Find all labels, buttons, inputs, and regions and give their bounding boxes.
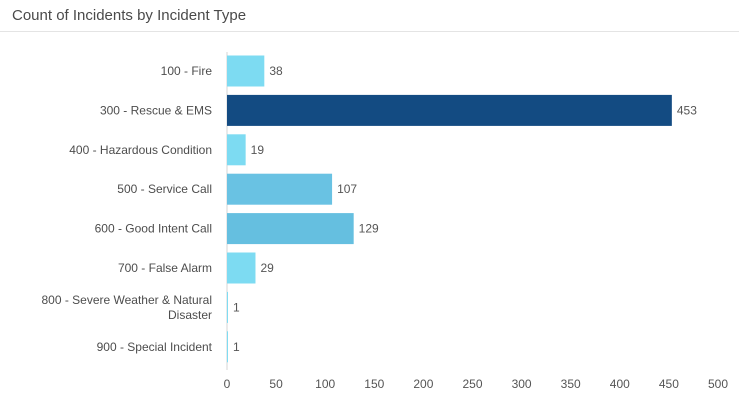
category-label: 300 - Rescue & EMS: [100, 103, 212, 117]
bar: [227, 173, 333, 205]
data-label: 1: [233, 340, 240, 354]
chart-title: Count of Incidents by Incident Type: [12, 7, 247, 24]
x-tick-label: 250: [462, 377, 482, 391]
x-tick-label: 100: [315, 377, 335, 391]
category-label: 400 - Hazardous Condition: [69, 143, 212, 157]
x-tick-label: 450: [659, 377, 679, 391]
title-divider: [0, 31, 739, 32]
data-label: 29: [260, 261, 274, 275]
x-tick-label: 300: [512, 377, 532, 391]
data-label: 453: [677, 103, 697, 117]
data-label: 129: [359, 222, 379, 236]
x-tick-label: 400: [610, 377, 630, 391]
bar: [227, 94, 672, 126]
category-label: 500 - Service Call: [117, 182, 212, 196]
category-label: 900 - Special Incident: [97, 340, 213, 354]
category-label: 700 - False Alarm: [118, 261, 212, 275]
bar: [227, 331, 228, 363]
category-label: 800 - Severe Weather & Natural Disaster: [41, 293, 212, 322]
bar: [227, 213, 354, 245]
x-tick-label: 200: [413, 377, 433, 391]
x-tick-label: 0: [224, 377, 231, 391]
data-label: 19: [251, 143, 265, 157]
bar: [227, 55, 265, 87]
data-label: 1: [233, 300, 240, 314]
category-label: 100 - Fire: [161, 64, 213, 78]
data-label: 38: [269, 64, 283, 78]
bar: [227, 134, 246, 166]
x-tick-label: 500: [708, 377, 728, 391]
bar: [227, 291, 228, 323]
bar: [227, 252, 256, 284]
x-tick-label: 150: [364, 377, 384, 391]
data-label: 107: [337, 182, 357, 196]
category-label: 600 - Good Intent Call: [95, 222, 212, 236]
x-tick-label: 350: [561, 377, 581, 391]
x-tick-label: 50: [269, 377, 283, 391]
